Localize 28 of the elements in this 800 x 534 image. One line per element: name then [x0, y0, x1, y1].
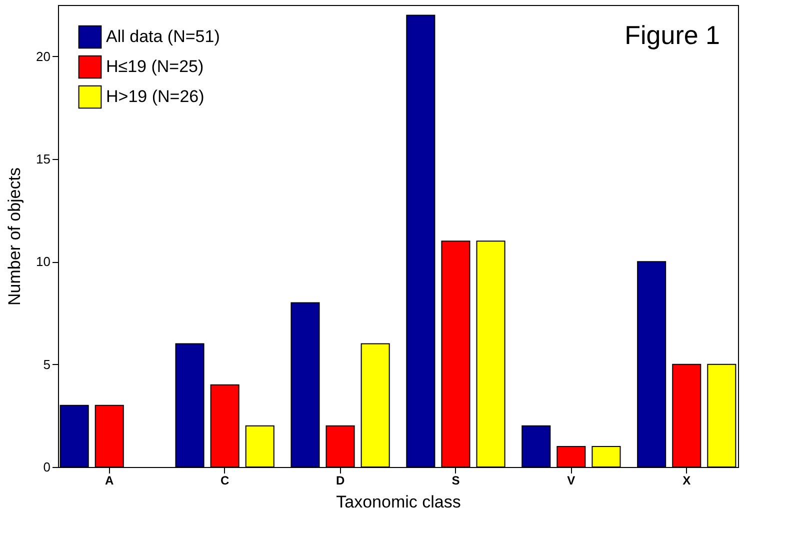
y-axis-title: Number of objects — [5, 168, 24, 306]
x-tick-label: V — [567, 474, 576, 488]
x-tick-label: C — [220, 474, 230, 488]
bar — [522, 425, 551, 468]
legend-label: All data (N=51) — [106, 27, 220, 46]
y-tick-label: 0 — [43, 460, 50, 474]
bar — [290, 302, 320, 468]
annotation: Figure 1 — [624, 20, 720, 50]
x-tick-label: X — [682, 474, 691, 488]
y-tick-label: 20 — [36, 48, 50, 64]
bar — [245, 425, 274, 468]
x-axis-title: Taxonomic class — [336, 492, 461, 512]
legend-label: H>19 (N=26) — [106, 87, 204, 106]
bar — [175, 343, 204, 468]
bar — [707, 364, 736, 468]
bar — [360, 343, 390, 468]
bar — [592, 446, 621, 468]
x-tick-label: D — [336, 474, 345, 488]
bar — [406, 14, 436, 468]
y-tick-label: 5 — [43, 356, 50, 372]
bar — [476, 240, 506, 468]
legend-label: H≤19 (N=25) — [106, 57, 204, 76]
bar — [60, 404, 89, 468]
y-tick-label: 10 — [36, 254, 50, 270]
x-tick-label: S — [452, 474, 460, 488]
y-tick-label: 15 — [36, 152, 50, 166]
x-tick-label: A — [105, 474, 114, 488]
bar — [637, 261, 666, 468]
